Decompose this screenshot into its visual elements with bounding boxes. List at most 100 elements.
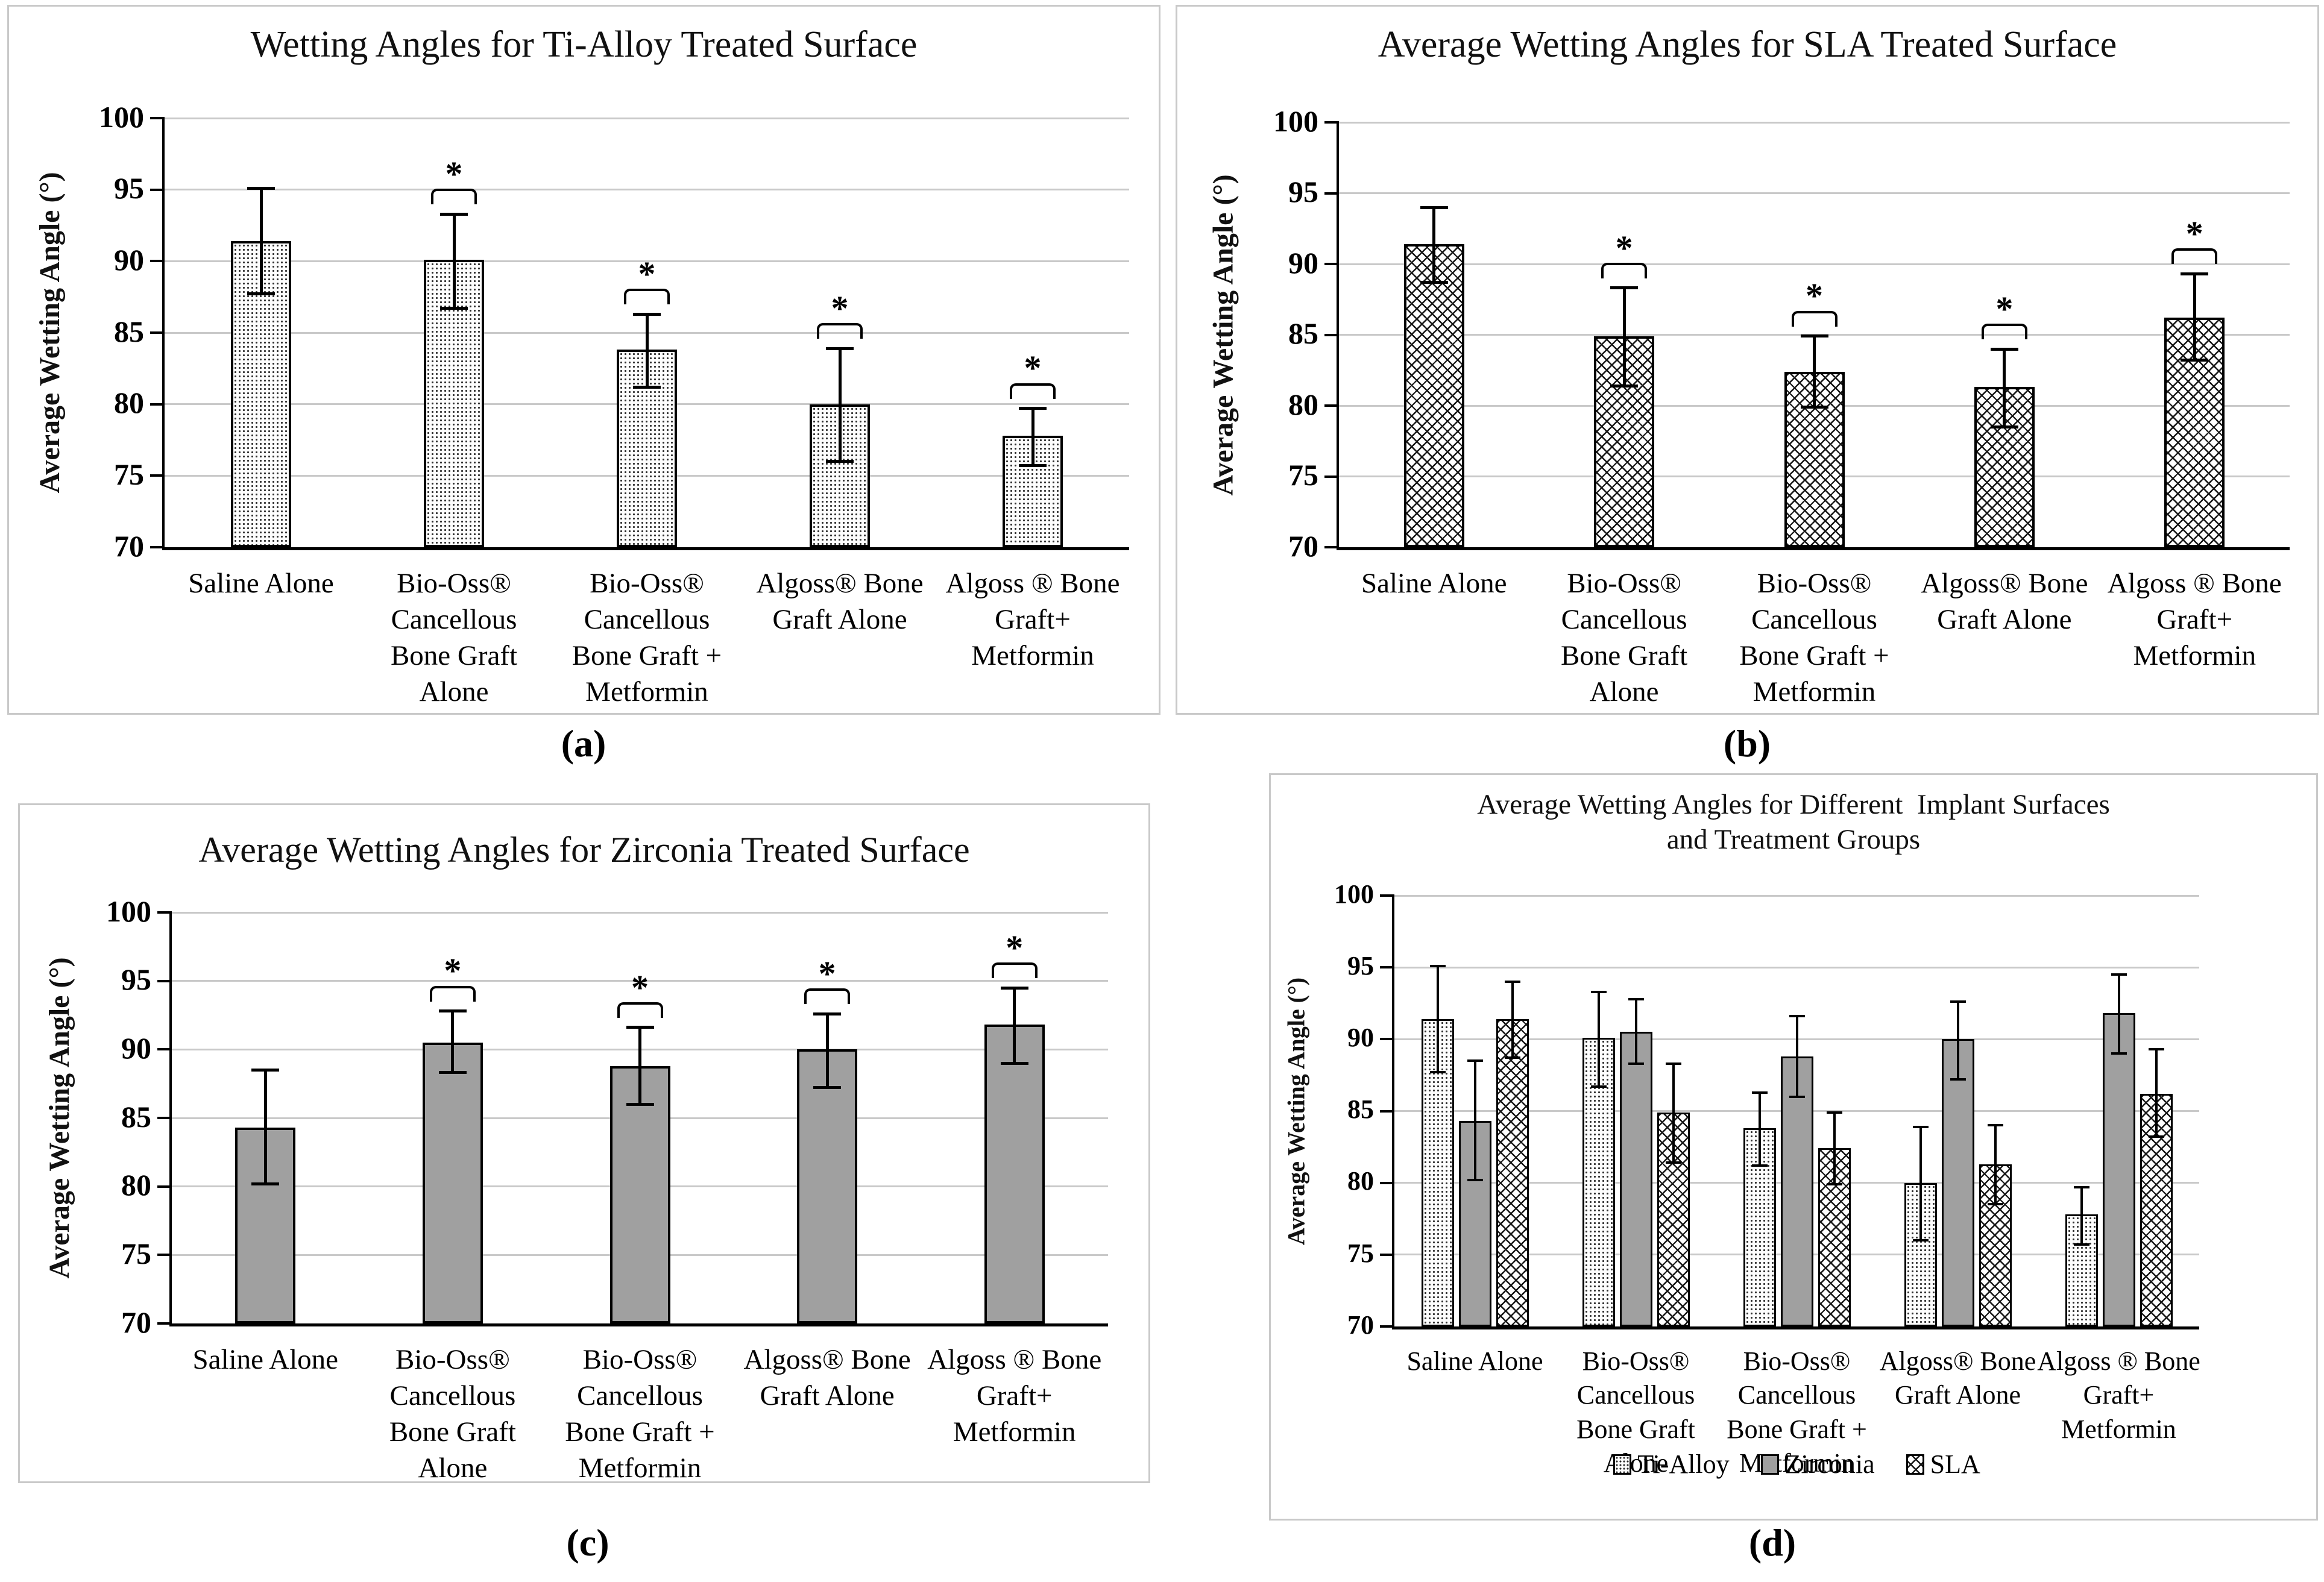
bar-ti-alloy-0: [231, 241, 291, 547]
y-tick-85: [150, 331, 165, 334]
bar-sla-2: [1818, 1148, 1851, 1326]
chart-title: Average Wetting Angles for Different Imp…: [1477, 789, 2110, 820]
y-tick-label-80: 80: [114, 386, 144, 420]
y-tick-90: [1380, 1038, 1394, 1041]
category-label-line: Cancellous: [1561, 604, 1687, 636]
category-label-4: Algoss ® Bone Graft+ Metformin: [2017, 1345, 2220, 1446]
category-label-3: Algoss® Bone Graft Alone: [722, 565, 957, 638]
category-label-0: Saline Alone: [1318, 565, 1550, 601]
error-bar-line: [1672, 1063, 1675, 1163]
error-bar-line: [2193, 274, 2196, 360]
error-bar-cap-low: [438, 1071, 467, 1075]
error-bar-cap-low: [1800, 405, 1828, 409]
significance-asterisk: *: [1615, 228, 1633, 268]
error-bar-cap-high: [1950, 1000, 1966, 1003]
category-label-1: Bio-Oss® Cancellous Bone Graft Alone: [1508, 565, 1740, 711]
y-tick-label-85: 85: [1347, 1094, 1374, 1125]
gridline-100: [165, 117, 1129, 119]
bar-zirconia-2: [609, 1066, 670, 1323]
error-bar-cap-high: [1912, 1125, 1929, 1128]
category-label-line: Bone Graft: [1561, 640, 1688, 672]
category-label-line: Algoss ® Bone: [927, 1344, 1102, 1375]
chart-title: Average Wetting Angles for SLA Treated S…: [1378, 24, 2117, 65]
category-label-4: Algoss ® Bone Graft+ Metformin: [899, 1342, 1129, 1450]
y-tick-label-70: 70: [121, 1305, 151, 1339]
error-bar-cap-high: [1826, 1111, 1842, 1114]
error-bar-line: [1919, 1126, 1922, 1240]
category-label-2: Bio-Oss® Cancellous Bone Graft + Metformin: [529, 565, 764, 711]
significance-bracket: [1791, 310, 1837, 327]
error-bar-cap-high: [1504, 981, 1520, 983]
y-tick-95: [157, 979, 172, 982]
category-label-line: Bone Graft: [390, 640, 518, 672]
category-label-line: Metformin: [1752, 676, 1876, 708]
significance-asterisk: *: [631, 967, 649, 1007]
category-label-line: Bio-Oss®: [1757, 568, 1872, 599]
category-label-line: Bone Graft +: [1739, 640, 1889, 672]
category-label-line: Bio-Oss®: [1743, 1346, 1851, 1376]
category-label-line: Cancellous: [391, 604, 517, 636]
error-bar-cap-high: [1628, 997, 1644, 1000]
error-bar-line: [1031, 408, 1034, 466]
error-bar-cap-high: [2111, 973, 2127, 976]
error-bar-cap-low: [1990, 425, 2018, 428]
error-bar-cap-low: [1912, 1239, 1929, 1241]
error-bar-cap-high: [1665, 1062, 1681, 1065]
y-axis-line: [1392, 894, 1394, 1326]
y-axis-line: [1337, 121, 1339, 547]
category-label-line: Bio-Oss®: [397, 568, 511, 599]
error-bar-cap-low: [626, 1102, 654, 1106]
y-tick-100: [150, 117, 165, 119]
category-label-line: Cancellous: [577, 1380, 703, 1412]
category-label-line: Saline Alone: [1361, 568, 1507, 599]
category-label-line: Bio-Oss®: [582, 1344, 698, 1375]
category-label-0: Saline Alone: [151, 1342, 380, 1378]
category-label-line: Graft+: [2156, 604, 2233, 636]
error-bar-line: [1994, 1125, 1997, 1205]
error-bar-line: [452, 214, 456, 309]
error-bar-line: [2155, 1049, 2158, 1137]
legend-label: Zirconia: [1784, 1449, 1875, 1479]
significance-bracket: [1010, 383, 1056, 399]
y-tick-75: [1324, 475, 1339, 478]
significance-asterisk: *: [2185, 214, 2203, 254]
category-label-line: Metformin: [1739, 1448, 1854, 1478]
category-label-line: Algoss ® Bone: [945, 568, 1120, 599]
category-label-line: Metformin: [953, 1416, 1076, 1448]
error-bar-line: [825, 1014, 829, 1088]
significance-bracket: [431, 189, 477, 204]
y-axis-line: [162, 117, 165, 547]
category-label-line: Cancellous: [1576, 1380, 1695, 1410]
error-bar-line: [259, 188, 263, 294]
gridline-95: [1339, 192, 2290, 194]
significance-asterisk: *: [818, 953, 836, 993]
category-label-line: Alone: [419, 676, 489, 708]
y-tick-95: [1380, 966, 1394, 969]
y-tick-label-85: 85: [121, 1099, 151, 1134]
error-bar-line: [2080, 1187, 2083, 1245]
bar-sla-0: [1496, 1019, 1529, 1326]
gridline-95: [1394, 966, 2199, 968]
legend-swatch-dots-icon: [1613, 1454, 1632, 1475]
bar-zirconia-3: [797, 1049, 858, 1323]
category-label-line: Algoss® Bone: [756, 568, 924, 599]
error-bar-line: [1758, 1092, 1761, 1166]
y-tick-75: [150, 474, 165, 477]
bar-zirconia-4: [2102, 1013, 2135, 1326]
category-label-line: Bone Graft +: [1727, 1414, 1867, 1444]
category-label-line: Metformin: [971, 640, 1094, 672]
error-bar-cap-low: [1610, 384, 1639, 388]
error-bar-cap-high: [1800, 334, 1828, 338]
y-tick-90: [150, 260, 165, 263]
category-label-line: Graft Alone: [760, 1380, 895, 1412]
category-label-3: Algoss® Bone Graft Alone: [1856, 1345, 2059, 1413]
significance-bracket: [617, 1002, 663, 1018]
significance-bracket: [804, 988, 851, 1005]
error-bar-cap-high: [1990, 347, 2018, 351]
legend-label: SLA: [1930, 1449, 1980, 1479]
error-bar-line: [1432, 207, 1436, 283]
chart-title-line2: and Treatment Groups: [1666, 824, 1921, 855]
significance-bracket: [2171, 248, 2218, 265]
category-label-line: Bone Graft +: [565, 1416, 715, 1448]
